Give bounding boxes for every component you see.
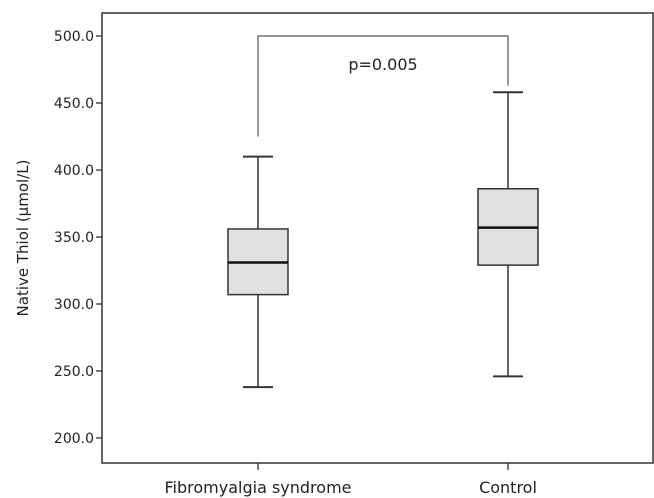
y-tick-label: 400.0: [54, 163, 94, 179]
y-axis-title: Native Thiol (µmol/L): [14, 160, 32, 317]
box-control: [477, 91, 539, 378]
y-tick-label: 200.0: [54, 431, 94, 447]
p-value-label: p=0.005: [348, 55, 417, 74]
y-tick-label: 450.0: [54, 96, 94, 112]
y-tick-label: 250.0: [54, 364, 94, 380]
y-tick-label: 350.0: [54, 230, 94, 246]
y-tick-label: 300.0: [54, 297, 94, 313]
plot-frame: [101, 12, 654, 464]
x-tick-label: Control: [479, 478, 537, 497]
significance-annotation: p=0.005: [257, 35, 509, 137]
significance-bracket: [257, 35, 509, 137]
box-fibromyalgia: [227, 155, 289, 389]
box-series: [227, 91, 539, 389]
y-tick-label: 500.0: [54, 29, 94, 45]
x-axis: Fibromyalgia syndrome Control: [165, 463, 537, 497]
y-axis: 200.0 250.0 300.0 350.0 400.0 450.0 500.0: [54, 29, 102, 447]
x-tick-label: Fibromyalgia syndrome: [165, 478, 352, 497]
